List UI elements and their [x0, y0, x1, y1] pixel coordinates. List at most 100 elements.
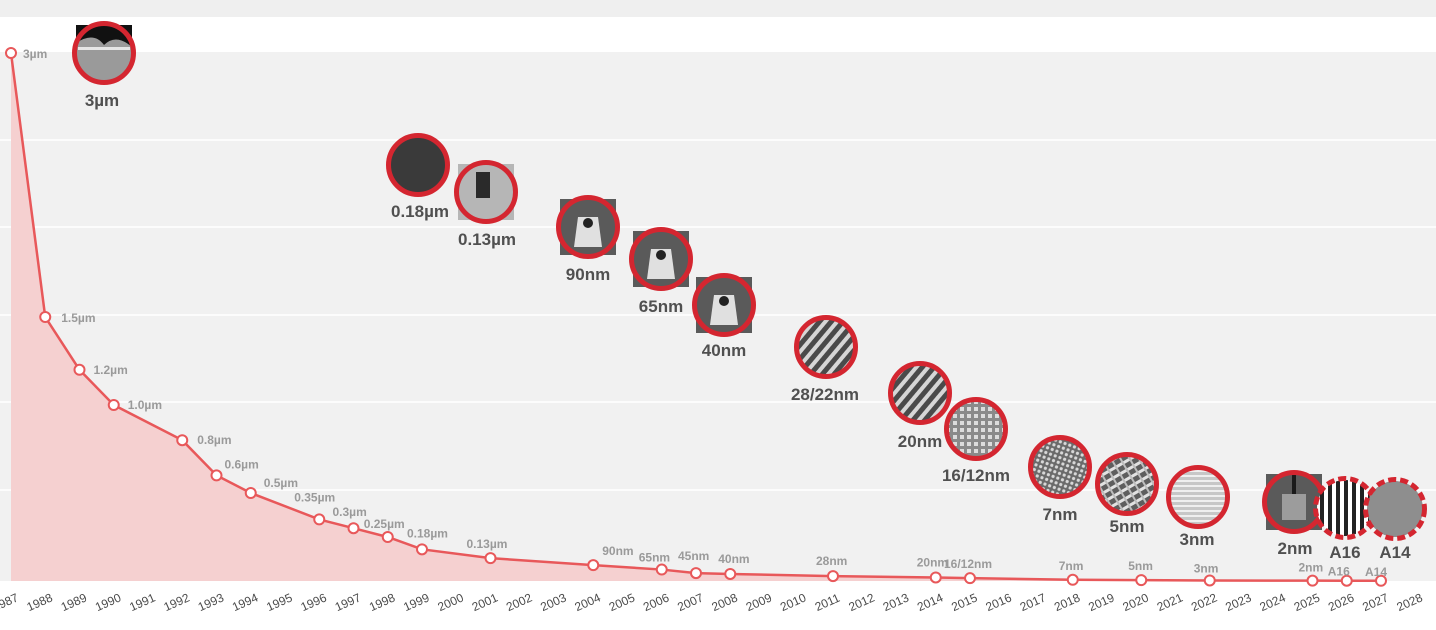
point-label: 1.0µm [128, 398, 162, 412]
data-point [347, 522, 360, 535]
x-tick-label: 2015 [949, 590, 979, 614]
data-point [929, 571, 942, 584]
point-label: 65nm [639, 551, 670, 565]
medallion-label: A14 [1379, 543, 1411, 562]
medallion: 16/12nm [942, 397, 1010, 485]
medallion: 7nm [1028, 435, 1092, 524]
x-tick-label: 2027 [1360, 590, 1390, 614]
point-label: 45nm [678, 549, 709, 563]
point-label: 20nm [917, 555, 948, 569]
point-label: A14 [1365, 565, 1387, 579]
point-label: 90nm [602, 544, 633, 558]
medallion: 0.13µm [454, 160, 518, 249]
medallion-detail [583, 218, 593, 228]
medallion: 40nm [692, 273, 756, 360]
medallion-image [390, 137, 446, 193]
medallion-ring [944, 397, 1008, 461]
data-point [1203, 574, 1216, 587]
medallion-detail [476, 172, 490, 198]
x-axis: 1987 1988 1989 1990 1991 1992 1993 1994 1995 1996… [0, 590, 1425, 614]
x-tick-label: 1993 [196, 590, 226, 614]
medallion-ring [386, 133, 450, 197]
x-tick-label: 1995 [264, 590, 294, 614]
data-point [244, 487, 257, 499]
point-label: 3nm [1194, 561, 1219, 575]
data-point [690, 567, 702, 580]
medallion-ring [454, 160, 518, 224]
x-tick-label: 1998 [367, 590, 397, 614]
x-tick-label: 2001 [470, 590, 500, 614]
x-tick-label: 1987 [0, 590, 21, 614]
medallion-detail [78, 47, 130, 50]
point-label: 7nm [1059, 559, 1084, 573]
x-tick-label: 2007 [675, 590, 705, 614]
medallion-ring [1028, 435, 1092, 499]
medallion: 0.18µm [386, 133, 450, 221]
x-tick-label: 2011 [813, 591, 843, 614]
medallion: 65nm [629, 227, 693, 316]
medallion: 3nm [1166, 465, 1230, 549]
data-point [210, 469, 223, 482]
medallion-ring [1363, 477, 1427, 541]
x-tick-label: 1997 [333, 590, 363, 614]
medallion-label: 3µm [85, 91, 119, 110]
data-point [724, 567, 737, 580]
point-label: 0.13µm [467, 537, 508, 551]
x-tick-label: 2020 [1121, 590, 1151, 614]
data-point [416, 543, 428, 556]
top-band [0, 0, 1436, 17]
x-tick-label: 1991 [127, 590, 157, 614]
medallion: 5nm [1095, 452, 1159, 536]
x-tick-label: 1988 [25, 590, 55, 614]
x-tick-label: 2025 [1292, 590, 1322, 614]
point-label: 28nm [816, 554, 847, 568]
x-tick-label: 1992 [162, 590, 192, 614]
medallion-image [1170, 469, 1226, 525]
data-point [587, 559, 600, 572]
x-tick-label: 1999 [401, 590, 431, 614]
data-point [107, 399, 120, 411]
x-tick-label: 2021 [1155, 590, 1185, 614]
x-tick-label: 1994 [230, 590, 260, 614]
node-medallions: 3µm 0.18µm 0.13µm 90nm 65nm 40nm 28/22nm 20nm16… [72, 21, 1427, 562]
medallion-label: 65nm [639, 297, 683, 316]
medallion-ring [72, 21, 136, 85]
x-tick-label: 2013 [881, 590, 911, 614]
point-label: 0.5µm [264, 476, 298, 490]
x-tick-label: 2010 [778, 590, 808, 614]
medallion: 28/22nm [791, 315, 859, 404]
point-label: A16 [1328, 565, 1350, 579]
x-tick-label: 2028 [1395, 590, 1425, 614]
point-label: 5nm [1128, 559, 1153, 573]
x-tick-label: 2008 [710, 590, 740, 614]
medallion: A14 [1363, 477, 1427, 562]
medallion-label: 3nm [1180, 530, 1215, 549]
data-point [484, 552, 497, 565]
x-tick-label: 2018 [1052, 590, 1082, 614]
medallion-image [1032, 439, 1088, 495]
medallion-label: A16 [1329, 543, 1360, 562]
medallion-label: 2nm [1278, 539, 1313, 558]
medallion: 20nm [888, 361, 952, 451]
medallion-detail [76, 25, 132, 47]
medallion-label: 90nm [566, 265, 610, 284]
data-point [73, 363, 86, 376]
x-tick-label: 2024 [1258, 590, 1288, 614]
medallion-detail [656, 250, 666, 260]
medallion-detail [574, 217, 602, 247]
medallion-image [1367, 481, 1423, 537]
medallion-image [892, 365, 948, 421]
x-tick-label: 2017 [1018, 590, 1048, 614]
data-point [1135, 574, 1148, 587]
point-label: 0.25µm [364, 517, 405, 531]
medallion-image [1317, 480, 1373, 536]
x-tick-label: 2019 [1086, 590, 1116, 614]
data-point [1340, 574, 1353, 587]
medallion-label: 0.18µm [391, 202, 449, 221]
medallion-label: 40nm [702, 341, 746, 360]
point-label: 40nm [718, 552, 749, 566]
data-point [1066, 573, 1079, 586]
medallion-ring [794, 315, 858, 379]
medallion-label: 28/22nm [791, 385, 859, 404]
